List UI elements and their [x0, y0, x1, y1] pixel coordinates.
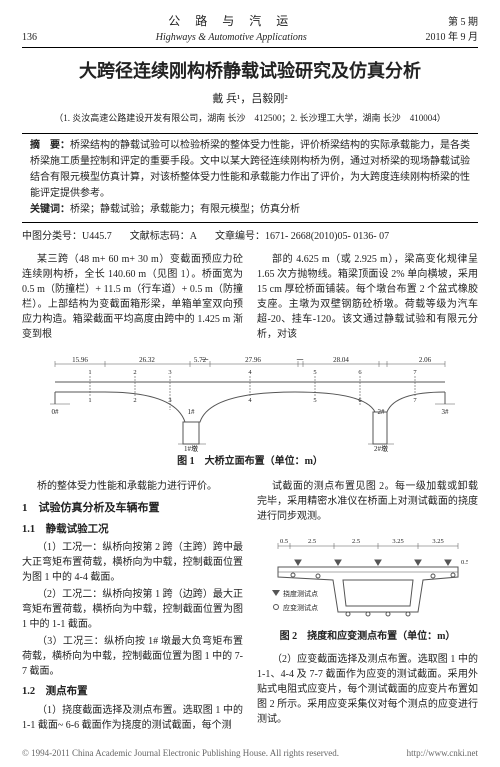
- fig2-dim: 3.25: [432, 538, 443, 545]
- fig1-mark: 0#: [52, 408, 60, 416]
- doc-code: 文献标志码：A: [130, 229, 197, 244]
- fig1-dim: 2.06: [419, 356, 432, 364]
- fig1-dim: 一: [297, 356, 304, 364]
- fig1-section-label: 2: [133, 369, 136, 376]
- para-6: （3）工况三：纵桥向按 1# 墩最大负弯矩布置荷载，横桥向为中载，控制截面位置为…: [22, 634, 243, 679]
- fig2-dim: 2.5: [307, 538, 315, 545]
- col-right-top: 部的 4.625 m（或 2.925 m），梁高变化规律呈 1.65 次方抛物线…: [257, 250, 478, 344]
- fig1-section-label-b: 5: [313, 397, 316, 404]
- abstract-label: 摘 要：: [30, 140, 70, 151]
- article-id: 文章编号：1671- 2668(2010)05- 0136- 07: [215, 229, 389, 244]
- keywords-label: 关键词：: [30, 204, 70, 215]
- fig1-dim: 26.32: [139, 356, 155, 364]
- issue: 第 5 期: [426, 15, 479, 30]
- heading-1-2: 1.2 测点布置: [22, 684, 243, 700]
- fig1-pier-label: 2#墩: [374, 444, 388, 452]
- fig1-mark: 3#: [442, 408, 450, 416]
- fig1-section-label-b: 1: [88, 397, 91, 404]
- authors: 戴 兵¹，吕毅刚²: [22, 91, 478, 108]
- abstract-text: 桥梁结构的静载试验可以检验桥梁的整体受力性能，评价桥梁结构的实际承载能力，是各类…: [30, 140, 470, 199]
- meta-line: 中图分类号：U445.7 文献标志码：A 文章编号：1671- 2668(201…: [22, 229, 478, 244]
- fig1-dim: 28.04: [333, 356, 349, 364]
- fig2-dim: 2.5: [351, 538, 359, 545]
- col-right-bottom: 试截面的测点布置见图 2。每一级加载或卸载完毕，采用精密水准仪在桥面上对测试截面…: [257, 477, 478, 735]
- keywords-text: 桥梁；静载试验；承载能力；有限元模型；仿真分析: [70, 204, 300, 215]
- cross-section-svg: 0.5 2.5 2.5 3.25 3.25 0.5 挠度测试点 应变测试点: [268, 532, 468, 627]
- affiliations: （1. 炎汝高速公路建设开发有限公司，湖南 长沙 412500；2. 长沙理工大…: [22, 112, 478, 126]
- para-9: （2）应变截面选择及测点布置。选取图 1 中的 1-1、4-4 及 7-7 截面…: [257, 652, 478, 727]
- footer-left: © 1994-2011 China Academic Journal Elect…: [22, 747, 339, 761]
- fig1-section-label: 4: [248, 369, 252, 376]
- fig1-section-label: 1: [88, 369, 91, 376]
- article-title: 大跨径连续刚构桥静载试验研究及仿真分析: [22, 58, 478, 85]
- para-2: 部的 4.625 m（或 2.925 m），梁高变化规律呈 1.65 次方抛物线…: [257, 252, 478, 342]
- fig1-section-label-b: 2: [133, 397, 136, 404]
- para-5: （2）工况二：纵桥向按第 1 跨（边跨）最大正弯矩布置荷载，横桥向为中载，控制截…: [22, 587, 243, 632]
- page-header: 136 公 路 与 汽 运 Highways & Automotive Appl…: [22, 12, 478, 48]
- fig1-pier-label: 1#墩: [184, 444, 198, 452]
- fig1-section-label-b: 4: [248, 397, 252, 404]
- fig1-dim: 27.96: [245, 356, 261, 364]
- clc: 中图分类号：U445.7: [22, 229, 112, 244]
- fig1-section-label-b: 7: [413, 397, 417, 404]
- bridge-elevation-svg: 15.9626.325.72一27.96一28.042.06 112233445…: [35, 352, 465, 452]
- para-3: 桥的整体受力性能和承载能力进行评价。: [22, 479, 243, 494]
- para-1: 某三跨（48 m+ 60 m+ 30 m）变截面预应力砼连续刚构桥，全长 140…: [22, 252, 243, 342]
- fig1-mark: 1#: [188, 408, 196, 416]
- page-number: 136: [22, 30, 37, 45]
- fig1-dim: 15.96: [72, 356, 88, 364]
- journal-title-en: Highways & Automotive Applications: [37, 30, 426, 45]
- fig1-section-label: 3: [168, 369, 171, 376]
- fig1-section-label: 6: [358, 369, 362, 376]
- journal-title-cn: 公 路 与 汽 运: [37, 12, 426, 30]
- figure-1: 15.9626.325.72一27.96一28.042.06 112233445…: [22, 352, 478, 469]
- fig1-section-label: 5: [313, 369, 316, 376]
- figure-2: 0.5 2.5 2.5 3.25 3.25 0.5 挠度测试点 应变测试点 图 2 挠度和…: [257, 532, 478, 644]
- heading-1-1: 1.1 静载试验工况: [22, 522, 243, 538]
- figure-2-caption: 图 2 挠度和应变测点布置（单位：m）: [257, 629, 478, 644]
- heading-1: 1 试验仿真分析及车辆布置: [22, 500, 243, 517]
- fig2-dim: 0.5: [279, 538, 287, 545]
- fig1-section-label: 7: [413, 369, 417, 376]
- legend-deflection: 挠度测试点: [283, 589, 318, 598]
- fig2-dim-right: 0.5: [460, 559, 467, 566]
- para-8: 试截面的测点布置见图 2。每一级加载或卸载完毕，采用精密水准仪在桥面上对测试截面…: [257, 479, 478, 524]
- col-left-top: 某三跨（48 m+ 60 m+ 30 m）变截面预应力砼连续刚构桥，全长 140…: [22, 250, 243, 344]
- issue-date: 2010 年 9 月: [426, 30, 479, 45]
- fig1-dim: 一: [202, 356, 209, 364]
- para-4: （1）工况一：纵桥向按第 2 跨（主跨）跨中最大正弯矩布置荷载，横桥向为中载，控…: [22, 540, 243, 585]
- footer-right: http://www.cnki.net: [407, 747, 478, 761]
- fig1-mark: 2#: [378, 408, 386, 416]
- col-left-bottom: 桥的整体受力性能和承载能力进行评价。 1 试验仿真分析及车辆布置 1.1 静载试…: [22, 477, 243, 735]
- figure-1-caption: 图 1 大桥立面布置（单位：m）: [22, 454, 478, 469]
- legend-strain: 应变测试点: [283, 603, 318, 612]
- fig1-section-label-b: 3: [168, 397, 171, 404]
- abstract-box: 摘 要：桥梁结构的静载试验可以检验桥梁的整体受力性能，评价桥梁结构的实际承载能力…: [22, 133, 478, 223]
- fig2-dim: 3.25: [392, 538, 403, 545]
- page-footer: © 1994-2011 China Academic Journal Elect…: [0, 743, 500, 767]
